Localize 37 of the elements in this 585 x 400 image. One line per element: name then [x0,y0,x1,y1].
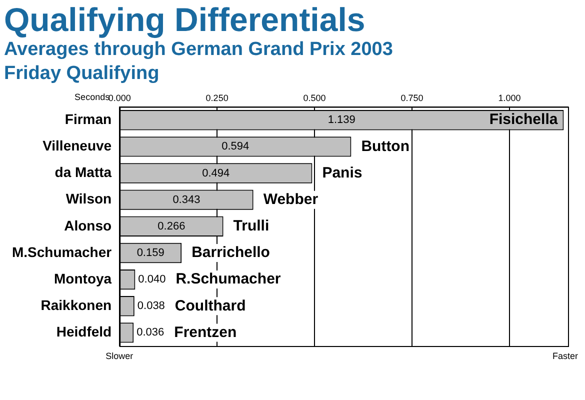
y-tick-label: Raikkonen [40,296,112,313]
data-label: 0.494 [202,167,230,180]
data-label: 0.040 [138,274,166,286]
annotation: Frentzen [174,324,237,341]
x-axis-title: Seconds [74,92,110,102]
data-label: 0.266 [158,220,186,232]
data-label: 0.038 [137,300,165,312]
y-tick-label: Villeneuve [42,138,112,154]
y-tick-label: Firman [64,110,112,127]
x-tick-label: 0.000 [108,92,131,103]
x-tick-label: 0.500 [303,92,326,103]
annotation: Fisichella [489,111,558,128]
y-tick-label: Alonso [64,217,112,234]
annotation: Barrichello [192,244,270,262]
annotation: Button [361,138,410,155]
annotation: Webber [263,190,318,208]
y-tick-label: M.Schumacher [12,244,112,260]
y-tick-label: da Matta [54,164,112,180]
annotation: R.Schumacher [176,270,281,288]
text: Faster [552,350,578,361]
annotation: Coulthard [174,297,246,314]
y-tick-label: Montoya [54,270,112,286]
x-tick-label: 0.250 [206,92,228,103]
x-tick-label: 0.750 [400,92,424,103]
data-label: 0.594 [222,140,250,153]
y-tick-label: Wilson [66,190,112,207]
y-tick-label: Heidfeld [56,324,112,340]
annotation: Panis [322,164,362,182]
x-tick-label: 1.000 [498,92,521,103]
chart-title: Qualifying Differentials [4,1,366,38]
annotation: Trulli [233,218,270,235]
data-label: 0.036 [136,326,164,339]
data-label: 0.159 [136,247,164,260]
data-label: 1.139 [328,114,356,126]
text: Slower [106,350,134,361]
data-label: 0.343 [172,194,200,206]
chart-subtitle: Averages through German Grand Prix 2003 Friday Qualifying [4,38,394,86]
